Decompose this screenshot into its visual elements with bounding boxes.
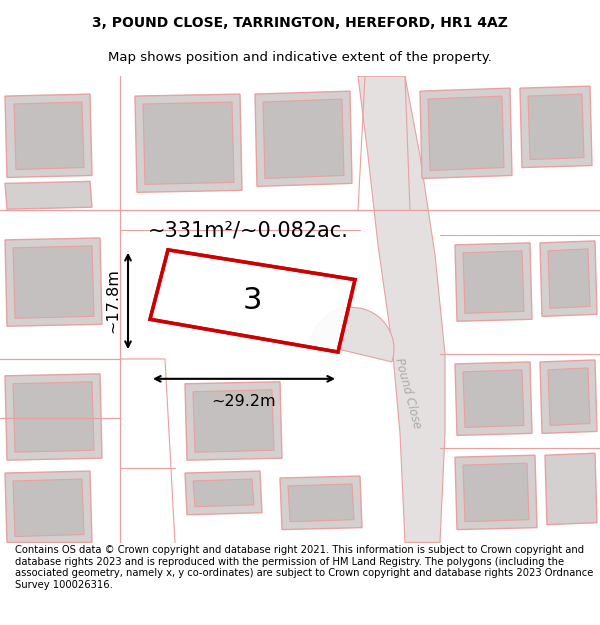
Polygon shape [463,370,524,428]
Polygon shape [311,308,394,362]
Polygon shape [5,181,92,209]
Text: 3, POUND CLOSE, TARRINGTON, HEREFORD, HR1 4AZ: 3, POUND CLOSE, TARRINGTON, HEREFORD, HR… [92,16,508,30]
Text: Contains OS data © Crown copyright and database right 2021. This information is : Contains OS data © Crown copyright and d… [15,545,593,590]
Text: 3: 3 [243,286,263,315]
Polygon shape [150,250,355,352]
Polygon shape [5,238,102,326]
Polygon shape [185,382,282,460]
Polygon shape [548,368,590,426]
Text: ~29.2m: ~29.2m [212,394,277,409]
Polygon shape [255,91,352,186]
Polygon shape [463,251,524,313]
Polygon shape [13,479,84,536]
Polygon shape [540,360,597,433]
Polygon shape [185,471,262,515]
Polygon shape [420,88,512,178]
Polygon shape [540,241,597,316]
Polygon shape [545,453,597,524]
Polygon shape [193,479,254,507]
Polygon shape [428,96,504,171]
Text: Pound Close: Pound Close [392,357,424,431]
Polygon shape [455,362,532,436]
Polygon shape [528,94,584,159]
Polygon shape [520,86,592,168]
Polygon shape [5,374,102,460]
Polygon shape [463,463,529,522]
Polygon shape [193,390,274,452]
Polygon shape [135,94,242,192]
Polygon shape [455,243,532,321]
Text: Map shows position and indicative extent of the property.: Map shows position and indicative extent… [108,51,492,64]
Polygon shape [455,455,537,529]
Polygon shape [13,382,94,452]
Polygon shape [143,102,234,184]
Polygon shape [14,102,84,169]
Polygon shape [5,94,92,178]
Polygon shape [13,246,94,318]
Polygon shape [280,476,362,529]
Text: ~331m²/~0.082ac.: ~331m²/~0.082ac. [148,220,349,240]
Polygon shape [358,76,445,542]
Polygon shape [288,484,354,522]
Polygon shape [548,249,590,308]
Polygon shape [263,99,344,178]
Text: ~17.8m: ~17.8m [105,269,120,333]
Polygon shape [5,471,92,542]
